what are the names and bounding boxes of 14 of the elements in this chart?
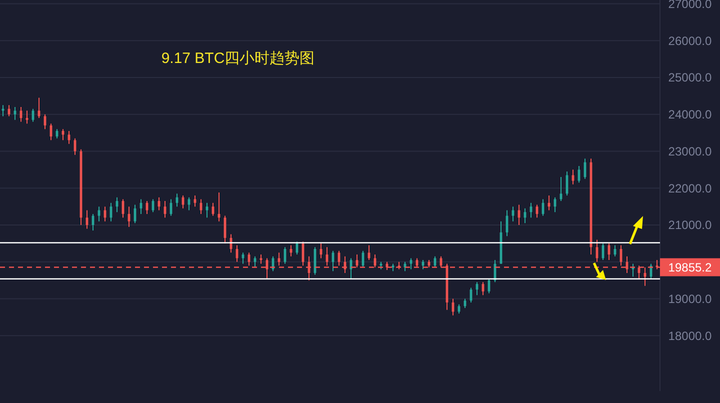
candlestick (206, 202, 208, 218)
candlestick (254, 256, 256, 268)
y-tick-label: 26000.0 (668, 34, 712, 48)
ref-line-label: 19855.2 (668, 260, 712, 274)
y-tick-label: 19000.0 (668, 292, 712, 306)
text: 9.17 BTC四小时趋势图 (161, 50, 315, 67)
y-tick-label: 25000.0 (668, 70, 712, 85)
y-tick-label: 21000.0 (668, 218, 712, 232)
candlestick (14, 106, 16, 120)
y-tick-label: 22000.0 (668, 181, 712, 196)
candlestick (194, 195, 196, 208)
y-tick-label: 18000.0 (668, 328, 712, 343)
y-tick-label: 24000.0 (668, 108, 712, 122)
y-tick-label: 23000.0 (668, 144, 712, 158)
